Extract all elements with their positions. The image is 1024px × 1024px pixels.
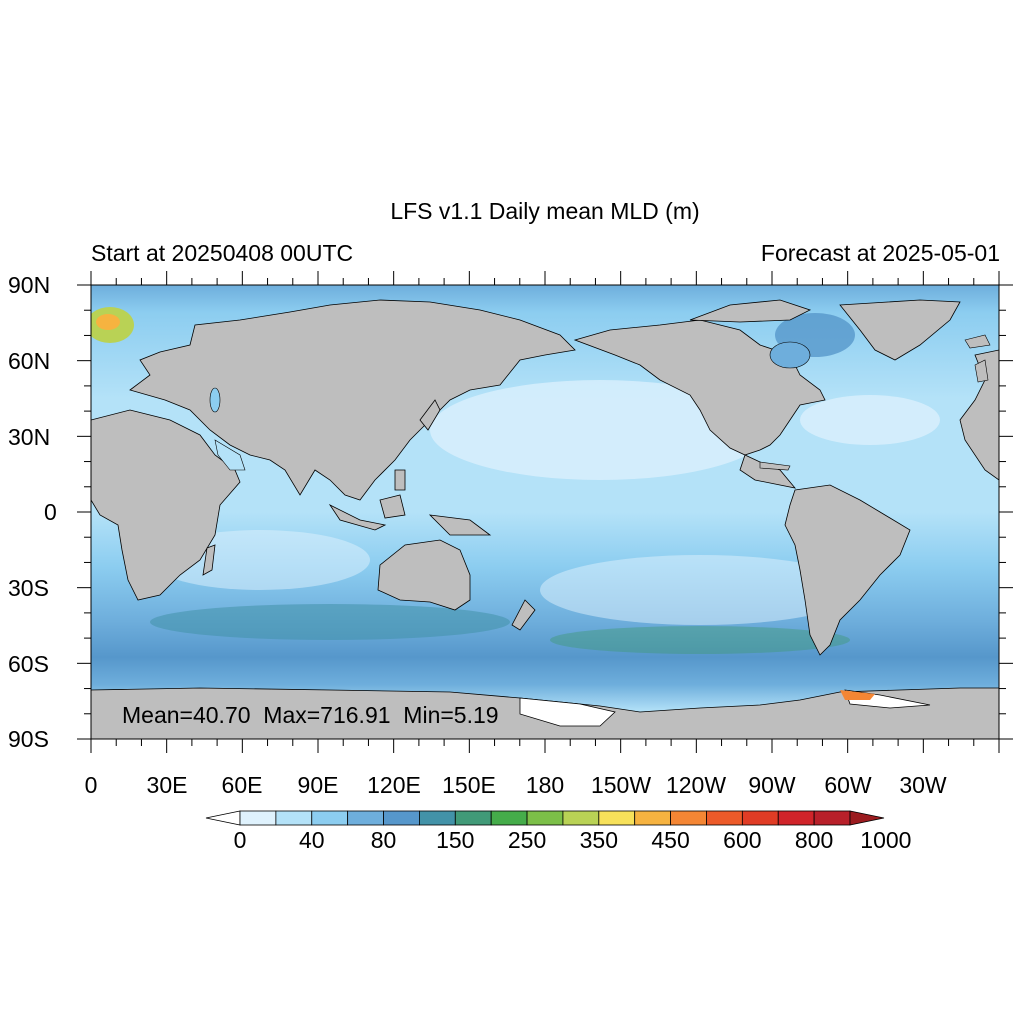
ocean-patch [800,395,940,445]
colorbar-tick-label: 250 [507,827,547,853]
colorbar-tick-label: 150 [436,827,475,853]
lon-label-150e: 150E [442,772,496,798]
forecast-time-label: Forecast at 2025-05-01 [760,240,1000,266]
colorbar-box [419,810,456,826]
colorbar-box [598,810,636,826]
colorbar-box [526,810,564,826]
land-arctic-islands [689,299,812,323]
ocean-patch [540,555,860,625]
colorbar-box [562,810,600,826]
land-madagascar [202,544,216,576]
land-new-zealand [511,599,536,631]
colorbar-box [347,810,384,826]
colorbar-tick-label: 40 [298,827,325,853]
lon-label-150w: 150W [590,772,652,798]
land-sumatra-java [328,503,387,531]
lon-label-120w: 120W [665,772,727,798]
hudson-bay [769,341,811,369]
lon-label-30w: 30W [899,772,947,798]
land-africa [91,409,241,601]
land-japan [419,399,441,431]
colorbar-overflow-arrow [849,810,885,826]
land-greenland [839,299,961,361]
colorbar-box [777,810,815,826]
colorbar-box [454,810,492,826]
lon-label-0: 0 [84,772,98,798]
land-iceland [964,334,991,349]
lat-label-30s: 30S [8,575,49,601]
colorbar-box [311,810,349,826]
colorbar-box [706,810,743,826]
colorbar-underflow-arrow [205,810,241,826]
colorbar-tick-label: 450 [651,827,690,853]
colorbar-tick-label: 350 [579,827,618,853]
colorbar-tick-label: 0 [233,827,247,853]
lat-label-90s: 90S [8,726,49,752]
ocean-patch [150,604,510,640]
land-australia [377,539,471,611]
land-europe-west [959,349,999,481]
lat-label-eq: 0 [44,499,57,525]
colorbar-box [741,810,779,826]
land-uk [974,359,989,383]
lat-label-30n: 30N [8,424,51,450]
caspian-sea [209,387,221,413]
lon-label-60e: 60E [221,772,263,798]
colorbar [205,810,885,826]
ice-shelf [519,697,616,727]
land-north-america [573,319,826,489]
lon-label-180: 180 [525,772,565,798]
lat-label-90n: 90N [8,272,51,298]
map-title: LFS v1.1 Daily mean MLD (m) [390,198,700,224]
lon-label-90w: 90W [748,772,796,798]
land-borneo [379,494,406,519]
colorbar-box [490,810,528,826]
colorbar-box [813,810,851,826]
land-eurasia [129,299,576,501]
stats-annotation: Mean=40.70 Max=716.91 Min=5.19 [122,702,499,728]
colorbar-tick-label: 600 [723,827,762,853]
colorbar-tick-label: 1000 [860,827,912,853]
map-field [91,285,999,739]
ocean-patch [840,690,875,700]
start-time-label: Start at 20250408 00UTC [91,240,354,266]
land-south-america [784,484,911,656]
ocean-patch [550,626,850,654]
ocean-patch [430,380,770,480]
axis-ticks [77,271,1013,753]
colorbar-box [239,810,277,826]
lon-label-120e: 120E [367,772,421,798]
ocean-gulf [214,439,246,471]
lon-label-30e: 30E [146,772,188,798]
colorbar-box [634,810,671,826]
colorbar-box [275,810,313,826]
land-new-guinea [428,514,492,536]
lon-label-90e: 90E [297,772,339,798]
colorbar-tick-label: 800 [794,827,834,853]
land-cuba [759,461,791,471]
lat-label-60s: 60S [8,651,49,677]
colorbar-tick-label: 80 [370,827,397,853]
lat-label-60n: 60N [8,348,51,374]
ocean-patch [96,314,120,330]
colorbar-box [383,810,420,826]
lon-label-60w: 60W [824,772,872,798]
colorbar-box [670,810,707,826]
land-philippines [394,469,406,491]
